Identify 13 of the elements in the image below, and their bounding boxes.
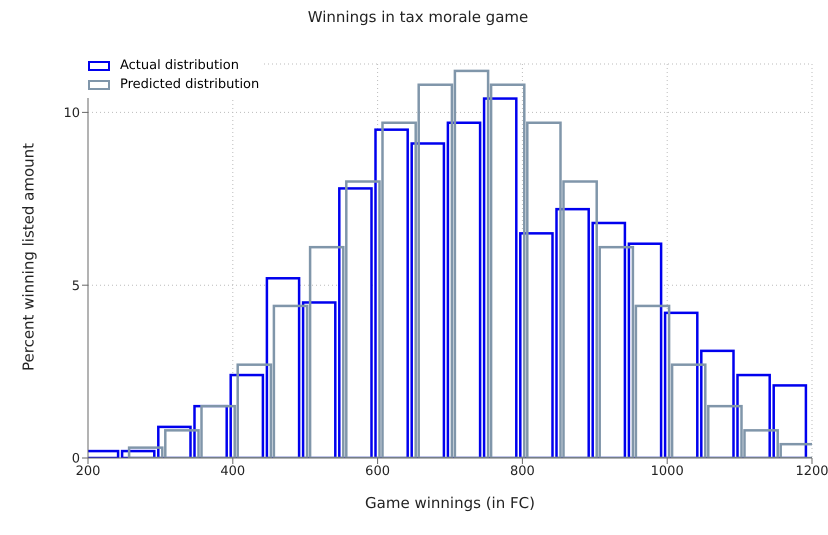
x-axis-title: Game winnings (in FC) — [365, 494, 535, 512]
y-axis-title: Percent winning listed amount — [19, 142, 38, 371]
legend-label: Actual distribution — [120, 58, 239, 73]
x-tick-label: 1200 — [795, 464, 828, 480]
x-tick-label: 800 — [510, 464, 535, 480]
legend-label: Predicted distribution — [120, 77, 260, 92]
chart-title: Winnings in tax morale game — [306, 8, 530, 28]
y-tick-label: 10 — [63, 106, 80, 121]
x-tick-label: 200 — [76, 464, 100, 480]
y-tick-label: 5 — [72, 278, 80, 294]
x-tick-label: 400 — [220, 464, 246, 480]
x-tick-label: 600 — [365, 464, 390, 480]
x-tick-label: 1000 — [650, 464, 684, 480]
